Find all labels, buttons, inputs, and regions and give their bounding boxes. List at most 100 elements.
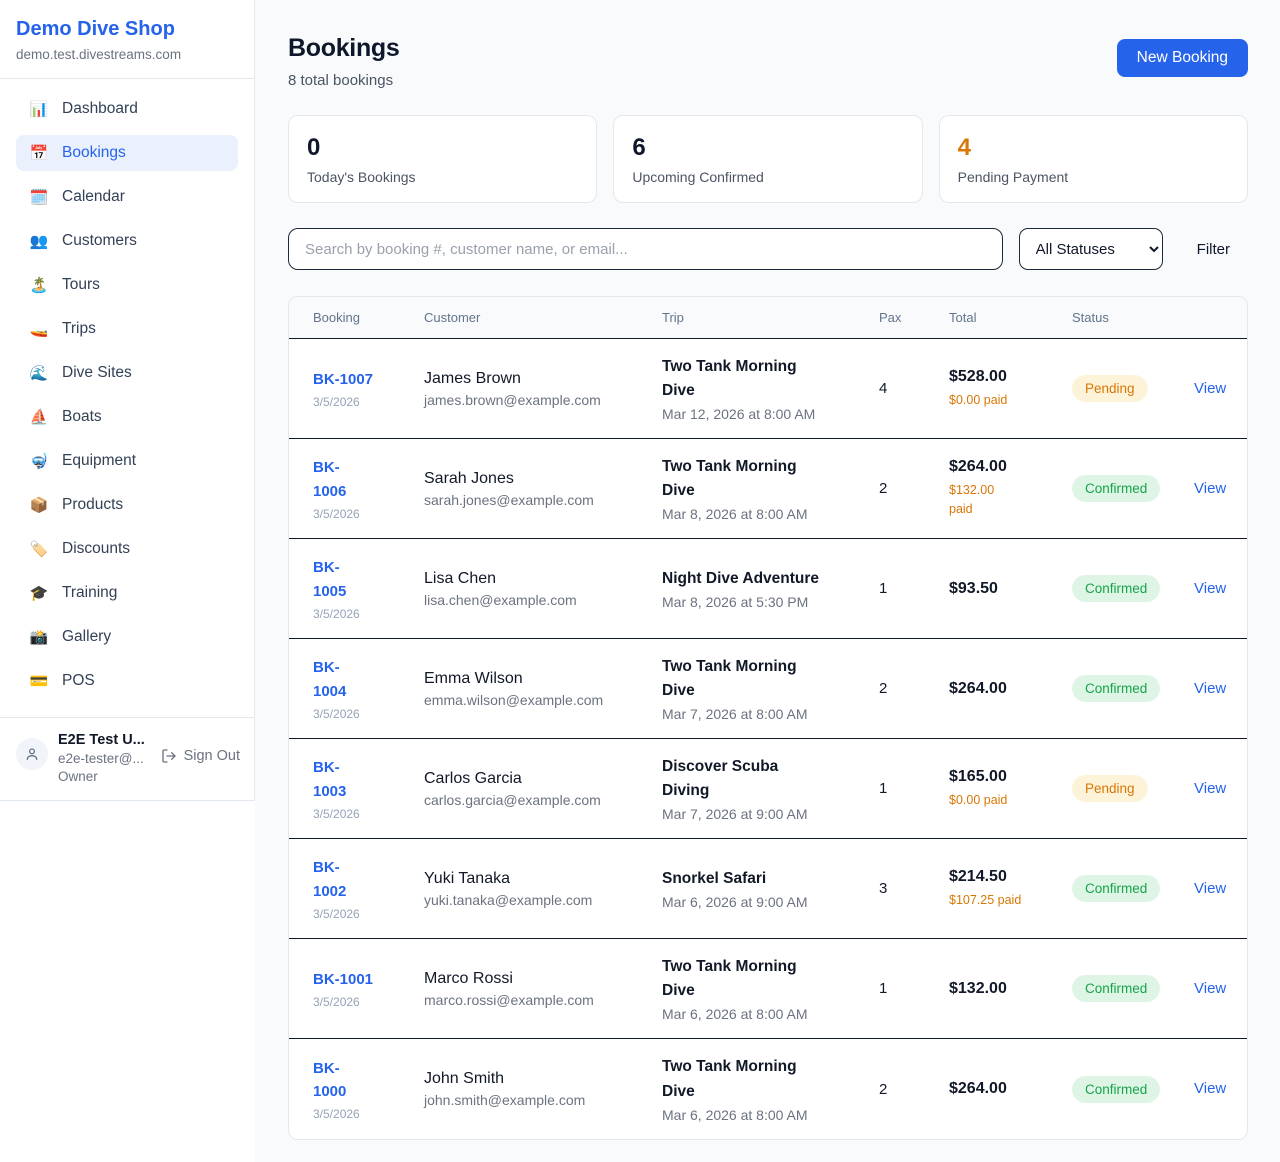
sidebar-item-label: Gallery <box>62 628 112 645</box>
pax-count: 1 <box>879 980 888 997</box>
trip-name: Discover Scuba Diving <box>662 757 779 799</box>
sidebar-item-dive-sites[interactable]: 🌊 Dive Sites <box>16 355 238 391</box>
stat-label: Pending Payment <box>957 169 1069 185</box>
customer-name: Marco Rossi <box>424 969 513 987</box>
sidebar-item-dashboard[interactable]: 📊 Dashboard <box>16 91 238 127</box>
total-amount: $264.00 <box>949 1080 1007 1097</box>
view-link[interactable]: View <box>1194 679 1227 697</box>
sidebar-item-products[interactable]: 📦 Products <box>16 487 238 523</box>
user-email: e2e-tester@... <box>58 751 144 766</box>
view-link[interactable]: View <box>1194 579 1227 597</box>
credit-card-icon: 💳 <box>29 672 49 690</box>
view-link[interactable]: View <box>1194 379 1227 397</box>
stats-row: 0 Today's Bookings 6 Upcoming Confirmed … <box>288 115 1248 203</box>
sidebar-item-pos[interactable]: 💳 POS <box>16 663 238 699</box>
trip-cell: Snorkel Safari Mar 6, 2026 at 9:00 AM <box>662 867 879 910</box>
main-content: Bookings 8 total bookings New Booking 0 … <box>255 0 1280 1162</box>
pax-count: 2 <box>879 480 888 497</box>
trip-datetime: Mar 8, 2026 at 5:30 PM <box>662 594 809 610</box>
sidebar-item-bookings[interactable]: 📅 Bookings <box>16 135 238 171</box>
customer-cell: Carlos Garcia carlos.garcia@example.com <box>424 770 662 808</box>
view-link[interactable]: View <box>1194 879 1227 897</box>
booking-number-link[interactable]: BK- 1006 <box>313 459 347 500</box>
sidebar-item-equipment[interactable]: 🤿 Equipment <box>16 443 238 479</box>
booking-cell: BK- 1000 3/5/2026 <box>313 1057 424 1122</box>
sidebar-item-discounts[interactable]: 🏷️ Discounts <box>16 531 238 567</box>
booking-number-link[interactable]: BK-1001 <box>313 970 374 988</box>
pax-count: 4 <box>879 380 888 397</box>
booking-cell: BK-1001 3/5/2026 <box>313 968 424 1009</box>
trip-cell: Two Tank Morning Dive Mar 12, 2026 at 8:… <box>662 355 879 422</box>
table-row: BK- 1006 3/5/2026 Sarah Jones sarah.jone… <box>289 439 1247 539</box>
search-input[interactable] <box>288 228 1003 270</box>
new-booking-button[interactable]: New Booking <box>1116 39 1248 77</box>
tag-icon: 🏷️ <box>29 540 49 558</box>
status-badge: Confirmed <box>1072 475 1161 502</box>
view-link[interactable]: View <box>1194 1080 1227 1097</box>
table-row: BK- 1005 3/5/2026 Lisa Chen lisa.chen@ex… <box>289 539 1247 639</box>
logo-block: Demo Dive Shop demo.test.divestreams.com <box>0 0 254 79</box>
booking-number-link[interactable]: BK- 1000 <box>313 1059 347 1100</box>
sidebar-item-calendar[interactable]: 🗓️ Calendar <box>16 179 238 215</box>
sidebar-item-label: POS <box>62 672 95 689</box>
user-panel: E2E Test U... e2e-tester@... Owner Sign … <box>0 717 254 800</box>
customer-email: marco.rossi@example.com <box>424 991 594 1008</box>
pax-count: 3 <box>879 880 888 897</box>
filter-button[interactable]: Filter <box>1196 240 1230 258</box>
sidebar-item-label: Trips <box>62 320 96 337</box>
total-cell: $264.00 <box>949 680 1072 698</box>
wave-icon: 🌊 <box>29 364 49 382</box>
bar-chart-icon: 📊 <box>29 100 49 118</box>
sidebar-item-label: Products <box>62 496 124 513</box>
status-filter-select[interactable]: All Statuses <box>1018 228 1163 270</box>
status-badge: Confirmed <box>1072 675 1161 702</box>
sidebar-item-label: Dive Sites <box>62 364 132 381</box>
sidebar-item-customers[interactable]: 👥 Customers <box>16 223 238 259</box>
booking-cell: BK- 1005 3/5/2026 <box>313 556 424 621</box>
stat-value: 0 <box>307 134 321 161</box>
customer-cell: Sarah Jones sarah.jones@example.com <box>424 470 662 508</box>
column-header-pax: Pax <box>879 310 902 325</box>
stat-value: 4 <box>957 134 972 161</box>
customer-cell: James Brown james.brown@example.com <box>424 370 662 408</box>
view-link[interactable]: View <box>1194 479 1227 497</box>
user-role: Owner <box>58 769 98 784</box>
status-cell: Confirmed <box>1072 675 1194 702</box>
booking-number-link[interactable]: BK-1007 <box>313 370 374 388</box>
booking-number-link[interactable]: BK- 1004 <box>313 659 347 700</box>
customer-email: emma.wilson@example.com <box>424 691 604 708</box>
sidebar-item-gallery[interactable]: 📸 Gallery <box>16 619 238 655</box>
total-amount: $132.00 <box>949 979 1007 997</box>
sidebar-item-boats[interactable]: ⛵ Boats <box>16 399 238 435</box>
graduation-cap-icon: 🎓 <box>29 584 49 602</box>
booking-number-link[interactable]: BK- 1003 <box>313 759 347 800</box>
user-name: E2E Test U... <box>58 732 145 748</box>
sidebar-item-tours[interactable]: 🏝️ Tours <box>16 267 238 303</box>
sidebar-nav: 📊 Dashboard 📅 Bookings 🗓️ Calendar 👥 Cus… <box>0 79 254 717</box>
total-cell: $264.00 $132.00 paid <box>949 458 1072 519</box>
trip-cell: Two Tank Morning Dive Mar 8, 2026 at 8:0… <box>662 455 879 522</box>
stat-card-pending-payment: 4 Pending Payment <box>938 115 1248 203</box>
view-link[interactable]: View <box>1194 779 1227 797</box>
trip-datetime: Mar 6, 2026 at 9:00 AM <box>662 894 808 910</box>
people-icon: 👥 <box>29 232 49 250</box>
view-link[interactable]: View <box>1194 979 1227 997</box>
total-amount: $264.00 <box>949 679 1007 697</box>
trip-name: Snorkel Safari <box>662 869 767 887</box>
trip-name: Two Tank Morning Dive <box>662 957 797 999</box>
sidebar-item-training[interactable]: 🎓 Training <box>16 575 238 611</box>
pax-count: 1 <box>879 580 888 597</box>
booking-cell: BK- 1003 3/5/2026 <box>313 756 424 821</box>
stat-value: 6 <box>632 134 646 161</box>
booking-number-link[interactable]: BK- 1002 <box>313 859 347 900</box>
booking-number-link[interactable]: BK- 1005 <box>313 559 347 600</box>
sidebar-item-trips[interactable]: 🚤 Trips <box>16 311 238 347</box>
brand-name[interactable]: Demo Dive Shop <box>16 18 175 40</box>
sidebar-item-label: Dashboard <box>62 100 138 117</box>
status-badge: Pending <box>1072 775 1148 802</box>
customer-email: carlos.garcia@example.com <box>424 791 601 808</box>
page-title: Bookings <box>288 34 400 62</box>
column-header-trip: Trip <box>662 310 684 325</box>
total-cell: $264.00 <box>949 1080 1072 1098</box>
sign-out-button[interactable]: Sign Out <box>161 748 240 764</box>
